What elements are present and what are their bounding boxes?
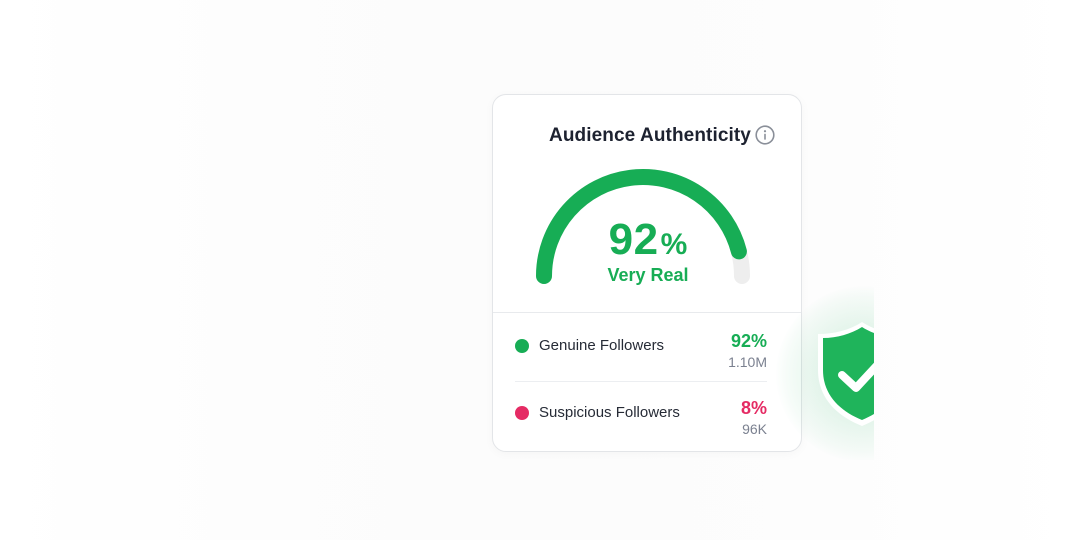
genuine-count: 1.10M (728, 354, 767, 370)
shield-check-icon (818, 322, 874, 426)
genuine-indicator-dot (515, 339, 529, 353)
genuine-percent: 92% (730, 331, 767, 351)
row-divider (515, 381, 767, 382)
suspicious-count: 96K (742, 421, 767, 437)
authenticity-gauge (536, 169, 750, 284)
card-title: Audience Authenticity (549, 125, 751, 146)
gauge-percent-sign: % (660, 228, 688, 261)
breakdown-row-genuine: Genuine Followers 92% 1.10M (515, 331, 767, 375)
section-divider (493, 312, 801, 313)
breakdown-row-suspicious: Suspicious Followers 8% 96K (515, 398, 767, 442)
suspicious-label: Suspicious Followers (539, 404, 680, 421)
verified-badge (776, 286, 874, 460)
genuine-label: Genuine Followers (539, 337, 665, 354)
gauge-label: Very Real (607, 265, 689, 285)
suspicious-percent: 8% (740, 398, 767, 418)
gauge-fill (536, 169, 747, 284)
suspicious-indicator-dot (515, 406, 529, 420)
gauge-value-number: 92 (608, 215, 659, 264)
info-icon[interactable] (755, 125, 775, 145)
audience-authenticity-card: Audience Authenticity 92% Very Real Genu… (492, 94, 802, 452)
gauge-percentage: 92% (493, 215, 803, 265)
